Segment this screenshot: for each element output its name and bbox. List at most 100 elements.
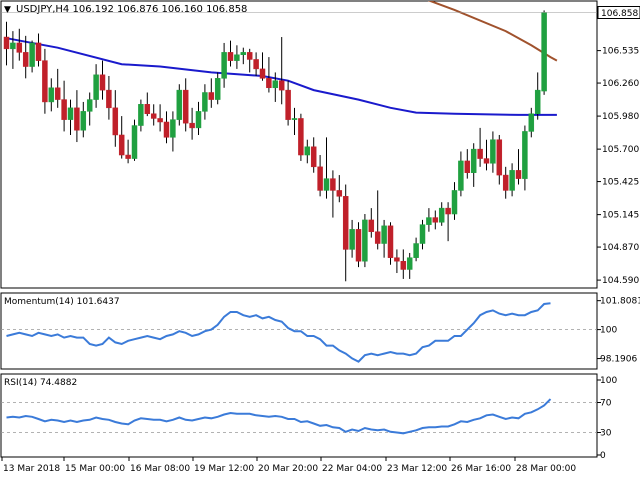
- current-price-label: 106.858: [601, 9, 638, 19]
- candle-body: [176, 89, 183, 120]
- candle-body: [157, 118, 163, 123]
- candle-body: [490, 139, 496, 164]
- moving-average-slow: [427, 1, 558, 62]
- candle-body: [86, 99, 93, 112]
- candle-body: [387, 225, 394, 258]
- indicator-tick-label: 100: [600, 376, 617, 386]
- candle-body: [317, 166, 323, 191]
- candle-body: [432, 217, 439, 223]
- candle-body: [362, 219, 368, 262]
- candle-body: [522, 131, 528, 179]
- candle-body: [234, 54, 240, 61]
- candle-body: [272, 80, 279, 89]
- moving-average-fast: [6, 37, 557, 116]
- candle-body: [394, 257, 400, 262]
- candle-body: [374, 231, 381, 244]
- candle-body: [106, 89, 112, 109]
- price-tick-label: 105.980: [602, 112, 639, 122]
- candle-body: [323, 178, 330, 191]
- rsi-series: [1, 398, 597, 435]
- candle-body: [54, 87, 61, 100]
- candle-body: [112, 107, 119, 136]
- indicator-tick-label: 70: [600, 399, 612, 409]
- indicator-tick-label: 98.1906: [600, 355, 637, 365]
- time-tick-label: 13 Mar 2018: [3, 464, 60, 474]
- candle-body: [61, 99, 67, 120]
- candle-body: [381, 225, 387, 244]
- candle-body: [310, 146, 317, 168]
- candle-body: [419, 224, 426, 244]
- candle-body: [253, 59, 259, 70]
- candle-body: [470, 148, 477, 173]
- candle-body: [35, 42, 42, 61]
- candle-body: [221, 52, 227, 79]
- candle-body: [246, 52, 253, 60]
- current-price-marker: 106.858: [597, 6, 640, 19]
- momentum-series: [1, 302, 597, 363]
- candle-body: [3, 36, 10, 50]
- rsi-title: RSI(14) 74.4882: [4, 378, 77, 388]
- candle-body: [22, 52, 29, 67]
- candle-body: [240, 52, 247, 55]
- candle-body: [80, 111, 87, 131]
- ma-fast-line: [6, 37, 557, 116]
- candle-body: [336, 190, 343, 197]
- time-tick-label: 23 Mar 12:00: [387, 464, 447, 474]
- candle-body: [477, 148, 483, 159]
- candle-body: [208, 92, 215, 100]
- price-tick-label: 105.425: [602, 178, 639, 188]
- candle-body: [48, 87, 55, 103]
- candle-body: [438, 207, 445, 223]
- candle-body: [42, 60, 48, 103]
- rsi-pane-frame: [0, 373, 598, 458]
- candle-body: [74, 107, 80, 131]
- candle-body: [170, 119, 176, 138]
- chevron-down-icon[interactable]: ▼: [4, 5, 11, 15]
- candle-body: [214, 78, 221, 100]
- candle-body: [144, 104, 151, 114]
- ma-slow-line: [427, 1, 558, 62]
- candle-body: [266, 78, 272, 89]
- candle-body: [528, 113, 535, 132]
- candle-body: [541, 12, 547, 92]
- time-tick-label: 19 Mar 12:00: [194, 464, 254, 474]
- candle-body: [182, 89, 189, 124]
- candle-body: [509, 170, 515, 191]
- candle-body: [515, 170, 522, 179]
- candle-body: [406, 257, 413, 270]
- candle-body: [304, 146, 311, 156]
- candle-body: [29, 42, 35, 67]
- candle-body: [285, 89, 291, 120]
- indicator-tick-label: 0: [600, 451, 606, 461]
- indicator-line: [6, 398, 552, 435]
- candle-body: [163, 121, 170, 138]
- price-tick-label: 105.700: [602, 145, 639, 155]
- candle-body: [278, 80, 285, 91]
- indicator-tick-label: 30: [600, 429, 612, 439]
- candle-body: [202, 92, 208, 112]
- indicator-tick-label: 101.8081: [600, 297, 640, 307]
- time-tick-label: 15 Mar 00:00: [65, 464, 125, 474]
- time-tick-label: 26 Mar 16:00: [451, 464, 511, 474]
- symbol-header: USDJPY,H4 106.192 106.876 106.160 106.85…: [16, 4, 247, 15]
- candle-body: [330, 178, 336, 191]
- time-tick-label: 22 Mar 04:00: [322, 464, 382, 474]
- candle-body: [10, 42, 16, 50]
- candle-body: [125, 154, 131, 159]
- time-axis: 13 Mar 2018 15 Mar 00:00 16 Mar 08:00 19 Ma…: [1, 457, 576, 474]
- candle-body: [349, 229, 355, 250]
- indicator-tick-label: 100: [600, 326, 617, 336]
- candle-body: [426, 217, 432, 225]
- candle-body: [464, 160, 471, 173]
- candle-body: [150, 113, 157, 119]
- indicator-line: [6, 302, 551, 363]
- candle-body: [400, 260, 407, 270]
- candles-group: [3, 10, 547, 282]
- candle-body: [534, 89, 541, 114]
- momentum-title: Momentum(14) 101.6437: [4, 297, 120, 307]
- candle-body: [99, 74, 106, 91]
- candle-body: [131, 125, 138, 159]
- candle-body: [342, 196, 349, 250]
